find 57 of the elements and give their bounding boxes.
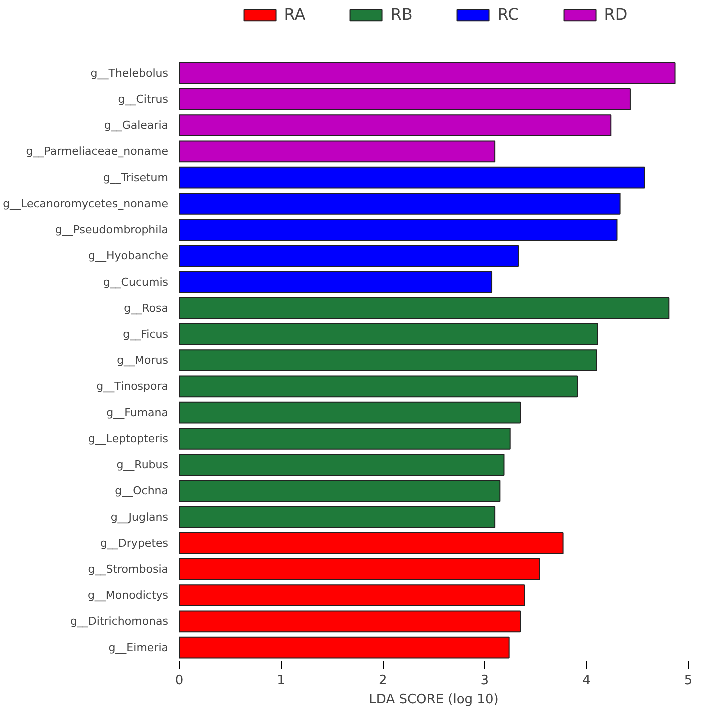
y-tick-label: g__Cucumis: [103, 276, 169, 289]
bar: [180, 454, 505, 476]
y-tick-label: g__Rosa: [124, 302, 169, 315]
y-tick-label: g__Rubus: [116, 458, 169, 472]
bar: [180, 584, 526, 607]
bar: [180, 376, 578, 398]
y-tick-label: g__Monodictys: [88, 589, 169, 602]
bar: [180, 62, 676, 84]
x-tick-label: 2: [378, 674, 388, 688]
bar: [180, 506, 496, 528]
x-tick-label: 0: [175, 674, 184, 688]
bar: [180, 350, 598, 372]
x-axis-title: LDA SCORE (log 10): [369, 692, 499, 708]
legend-label: RB: [390, 5, 413, 24]
bar: [180, 297, 670, 320]
y-tick-label: g__Tinospora: [96, 380, 168, 394]
legend-label: RD: [604, 5, 628, 24]
y-tick-label: g__Lecanoromycetes_noname: [3, 197, 169, 210]
y-tick-label: g__Ficus: [123, 328, 169, 341]
y-tick-label: g__Ochna: [115, 484, 168, 498]
y-tick-label: g__Trisetum: [103, 171, 169, 184]
bar: [180, 636, 510, 659]
y-tick-label: g__Leptopteris: [88, 432, 169, 446]
bar: [180, 166, 646, 189]
x-tick-label: 1: [277, 674, 286, 688]
bar: [180, 558, 540, 580]
x-tick-label: 4: [582, 674, 591, 688]
x-tick-label: 5: [684, 674, 693, 688]
bar: [180, 140, 496, 163]
y-tick-label: g__Juglans: [110, 510, 169, 524]
y-tick-label: g__Fumana: [106, 406, 169, 420]
y-tick-label: g__Ditrichomonas: [70, 615, 169, 628]
y-tick-label: g__Strombosia: [88, 563, 169, 576]
y-tick-label: g__Parmeliaceae_noname: [26, 145, 169, 158]
bar: [180, 428, 511, 450]
legend-label: RA: [284, 5, 306, 24]
bar: [180, 532, 564, 554]
legend-label: RC: [498, 5, 520, 24]
bar: [180, 480, 501, 502]
y-tick-label: g__Eimeria: [108, 641, 169, 654]
bar: [180, 219, 618, 241]
bar: [180, 88, 631, 110]
bar: [180, 610, 522, 633]
y-tick-label: g__Hyobanche: [88, 250, 169, 263]
y-tick-label: g__Drypetes: [100, 536, 169, 550]
bar: [180, 193, 621, 215]
bar: [180, 271, 493, 294]
x-tick-label: 3: [480, 674, 490, 688]
bar: [180, 324, 598, 346]
y-tick-label: g__Citrus: [118, 93, 169, 106]
bar: [180, 245, 519, 268]
y-tick-label: g__Galearia: [104, 119, 169, 132]
bar: [180, 114, 612, 137]
bar: [180, 402, 522, 424]
y-tick-label: g__Pseudombrophila: [55, 224, 169, 237]
y-tick-label: g__Morus: [117, 354, 169, 368]
y-tick-label: g__Thelebolus: [90, 66, 169, 80]
